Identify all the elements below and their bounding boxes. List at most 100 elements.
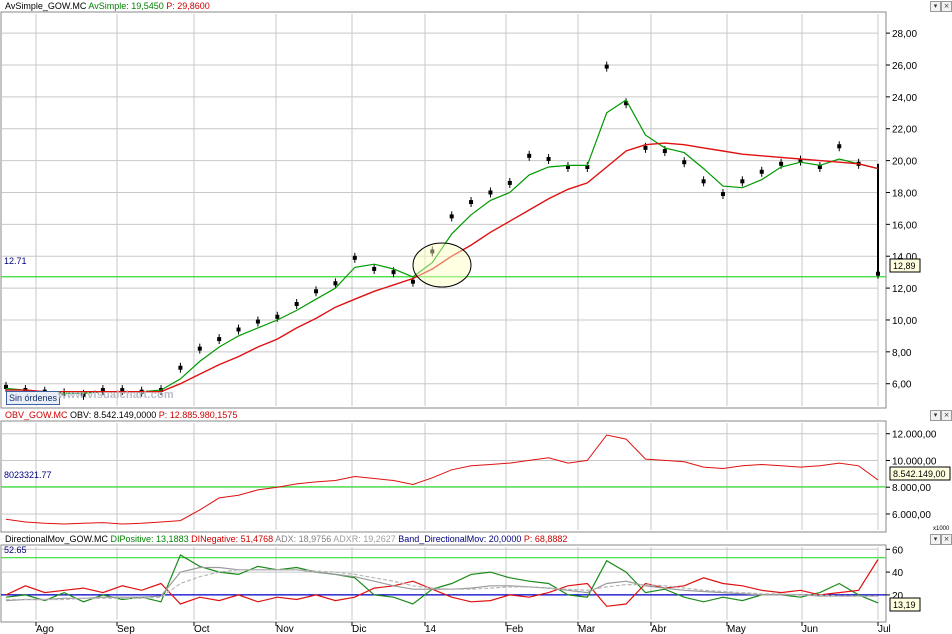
series-line-dinegative bbox=[5, 559, 879, 607]
dmi-header-item: Band_DirectionalMov: 20,0000 bbox=[396, 534, 522, 544]
series-line-sma-short bbox=[5, 99, 879, 394]
price-candle bbox=[217, 337, 222, 342]
price-candle bbox=[120, 388, 125, 393]
x-tick-label: Oct bbox=[194, 624, 210, 634]
dmi-panel bbox=[0, 544, 887, 623]
price-candle bbox=[740, 179, 745, 184]
dmi-header-item: DINegative: 51,4768 bbox=[189, 534, 274, 544]
x-tick-label: Nov bbox=[276, 624, 294, 634]
y-tick-label: 26,00 bbox=[892, 61, 917, 72]
orders-button[interactable]: Sin órdenes bbox=[6, 391, 61, 405]
x-tick-label: May bbox=[727, 624, 746, 634]
price-header-item: AvSimple: 19,5450 bbox=[86, 1, 163, 11]
price-candle bbox=[624, 101, 629, 106]
obv-header-item: OBV: 8.542.149,0000 bbox=[68, 410, 157, 420]
y-tick-label: 40 bbox=[892, 568, 904, 579]
price-close-button[interactable]: × bbox=[941, 1, 952, 12]
dmi-header-item: ADX: 18,9756 bbox=[273, 534, 331, 544]
x-tick-label: Abr bbox=[651, 624, 667, 634]
y-tick-label: 24,00 bbox=[892, 93, 917, 104]
series-layer bbox=[4, 61, 880, 607]
price-minimize-button[interactable]: ▾ bbox=[930, 1, 941, 12]
y-tick-label: 20 bbox=[892, 591, 904, 602]
dmi-header-item: ADXR: 19,2627 bbox=[331, 534, 396, 544]
dmi-last-value: 13,19 bbox=[889, 597, 921, 612]
obv-last-value: 8.542.149,00 bbox=[889, 466, 951, 481]
obv-close-button[interactable]: × bbox=[941, 410, 952, 421]
svg-text:8.542.149,00: 8.542.149,00 bbox=[893, 469, 946, 479]
obv-header-item: OBV_GOW.MC bbox=[5, 410, 68, 420]
price-candle bbox=[507, 180, 512, 185]
x-tick-label: Dic bbox=[352, 624, 366, 634]
price-candle bbox=[430, 249, 435, 254]
y-tick-label: 6,00 bbox=[892, 380, 912, 391]
price-candle bbox=[720, 192, 725, 197]
obv-scale-tag: x1000 bbox=[933, 526, 950, 532]
highlight-ellipse bbox=[412, 242, 472, 288]
y-tick-label: 18,00 bbox=[892, 188, 917, 199]
price-candle bbox=[527, 153, 532, 158]
price-candle bbox=[798, 158, 803, 163]
price-candle bbox=[391, 270, 396, 275]
obv-level-label: 8023321.77 bbox=[4, 470, 52, 480]
series-line-sma-long bbox=[6, 142, 879, 393]
price-candle bbox=[178, 365, 183, 370]
svg-text:13,19: 13,19 bbox=[893, 600, 916, 610]
y-tick-label: 8,00 bbox=[892, 348, 912, 359]
y-tick-label: 14,00 bbox=[892, 252, 917, 263]
price-candle bbox=[294, 302, 299, 307]
price-candle bbox=[779, 161, 784, 166]
price-candle bbox=[236, 327, 241, 332]
y-tick-label: 12.000,00 bbox=[892, 430, 937, 441]
price-header-item: AvSimple_GOW.MC bbox=[5, 1, 87, 11]
x-tick-label: Jun bbox=[802, 624, 818, 634]
dmi-minimize-button[interactable]: ▾ bbox=[930, 534, 941, 545]
series-line-adxr bbox=[6, 569, 878, 601]
x-tick-label: Sep bbox=[117, 624, 135, 634]
y-tick-label: 20,00 bbox=[892, 157, 917, 168]
series-line-dipositive bbox=[5, 554, 879, 605]
price-candle bbox=[662, 149, 667, 154]
y-tick-label: 6.000,00 bbox=[892, 510, 931, 521]
dmi-header-item: DIPositive: 13,1883 bbox=[108, 534, 189, 544]
price-candle bbox=[469, 200, 474, 205]
x-tick-label: 14 bbox=[425, 624, 437, 634]
price-candle bbox=[314, 289, 319, 294]
price-candle bbox=[449, 214, 454, 219]
obv-header: OBV_GOW.MC OBV: 8.542.149,0000 P: 12.885… bbox=[5, 410, 237, 420]
price-candle bbox=[333, 281, 338, 286]
price-candle bbox=[372, 266, 377, 271]
axis-labels: Ago Sep Oct Nov Dic 14 Feb Mar Abr May Jun Jul 6,00 8… bbox=[35, 29, 937, 634]
price-candle bbox=[410, 279, 415, 284]
price-candle bbox=[817, 164, 822, 169]
svg-text:12,89: 12,89 bbox=[893, 261, 916, 271]
price-candle bbox=[701, 179, 706, 184]
price-candle bbox=[585, 164, 590, 169]
price-candle bbox=[81, 392, 86, 397]
y-tick-label: 16,00 bbox=[892, 220, 917, 231]
watermark: www.visualchart.com bbox=[58, 389, 174, 401]
price-last-value: 12,89 bbox=[889, 258, 921, 273]
obv-minimize-button[interactable]: ▾ bbox=[930, 410, 941, 421]
level-lines bbox=[1, 276, 886, 596]
dmi-header-item: DirectionalMov_GOW.MC bbox=[5, 534, 109, 544]
dmi-level-label: 52.65 bbox=[4, 545, 27, 555]
y-tick-label: 60 bbox=[892, 545, 904, 556]
y-tick-label: 10.000,00 bbox=[892, 456, 937, 467]
price-panel bbox=[0, 11, 887, 409]
price-candle bbox=[546, 157, 551, 162]
x-tick-label: Jul bbox=[878, 624, 891, 634]
y-tick-label: 12,00 bbox=[892, 284, 917, 295]
y-tick-label: 28,00 bbox=[892, 29, 917, 40]
price-candle bbox=[255, 319, 260, 324]
y-tick-label: 8.000,00 bbox=[892, 483, 931, 494]
x-tick-label: Mar bbox=[578, 624, 596, 634]
y-tick-label: 22,00 bbox=[892, 125, 917, 136]
price-candle bbox=[488, 190, 493, 195]
price-level-label: 12.71 bbox=[4, 256, 27, 266]
price-candle bbox=[643, 145, 648, 150]
price-header: AvSimple_GOW.MC AvSimple: 19,5450 P: 29,… bbox=[5, 1, 210, 11]
dmi-close-button[interactable]: × bbox=[941, 534, 952, 545]
price-candle bbox=[759, 169, 764, 174]
